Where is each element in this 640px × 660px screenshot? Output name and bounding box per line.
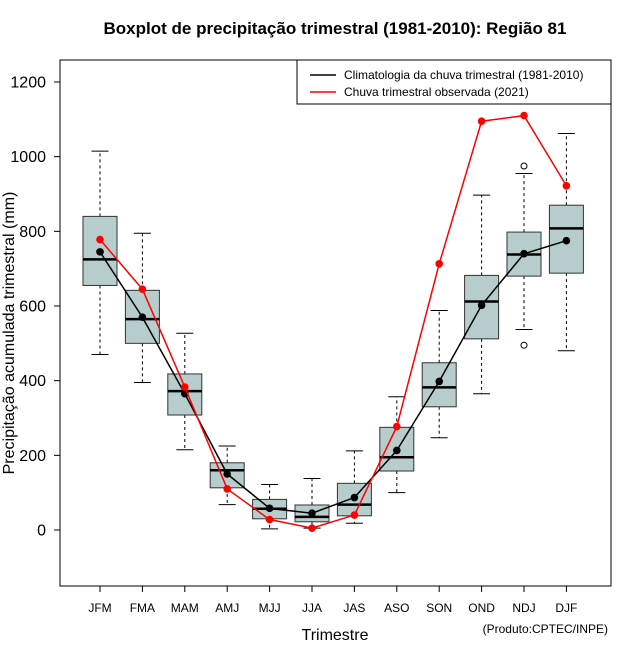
x-axis: JFM FMA MAM AMJ MJJ JJA JAS ASO SON OND NDJ DJF [88,586,577,615]
box-OND [464,194,500,395]
x-tick-label: MAM [171,601,199,615]
outlier-point [520,341,528,349]
series-point [308,524,316,532]
legend: Climatologia da chuva trimestral (1981-2… [296,59,612,105]
series-point [520,111,528,120]
series-point [393,422,401,431]
y-tick-label: 800 [19,224,46,241]
x-tick-label: OND [468,601,495,615]
series-point [96,235,104,244]
x-tick-label: JFM [88,601,111,615]
y-tick-label: 0 [37,523,46,540]
x-tick-label: ASO [384,601,409,615]
x-tick-label: DJF [555,601,577,615]
y-tick-label: 600 [19,299,46,316]
series-line [99,239,567,514]
box-SON [421,309,457,439]
series-point [181,383,189,391]
series-point [138,285,147,294]
x-tick-label: JAS [343,601,365,615]
x-tick-label: MJJ [259,601,281,615]
series-point [350,511,359,519]
series-point [477,301,486,310]
legend-box [296,59,612,105]
series-point [308,509,316,517]
series-point [223,485,231,493]
box-JJA [294,477,330,529]
box-FMA [124,232,160,384]
y-tick-label: 200 [19,448,46,465]
series-point [138,313,147,322]
series-point [393,446,401,455]
series-point [435,377,444,386]
series-point [520,249,528,258]
y-tick-label: 1000 [10,149,46,166]
y-axis: 0 200 400 600 800 1000 1200 [10,75,60,540]
series-point [265,504,274,513]
x-tick-label: AMJ [215,601,239,615]
x-tick-label: NDJ [512,601,535,615]
x-tick-label: SON [426,601,452,615]
series-line [99,114,568,529]
series-observed [96,111,571,532]
series-point [96,248,104,256]
x-tick-label: FMA [130,601,155,615]
series-climatology [96,236,571,517]
x-axis-label: Trimestre [302,627,369,644]
y-tick-label: 1200 [10,75,46,92]
series-point [223,470,231,478]
box-ASO [379,396,415,494]
x-tick-label: JJA [302,601,322,615]
series-point [477,117,486,125]
series-point [265,515,274,524]
outlier-point [520,162,528,170]
legend-label-observed: Chuva trimestral observada (2021) [344,85,529,99]
y-axis-label: Precipitação acumulada trimestral (mm) [1,192,18,475]
chart-title: Boxplot de precipitação trimestral (1981… [104,19,567,38]
credit-text: (Produto:CPTEC/INPE) [483,622,608,636]
y-tick-label: 400 [19,373,46,390]
legend-label-climatology: Climatologia da chuva trimestral (1981-2… [344,68,583,82]
series-point [435,260,444,268]
series-point [562,181,571,190]
boxes [82,133,584,530]
series-point [562,236,571,245]
series-point [350,493,359,502]
series-lines [96,111,571,532]
